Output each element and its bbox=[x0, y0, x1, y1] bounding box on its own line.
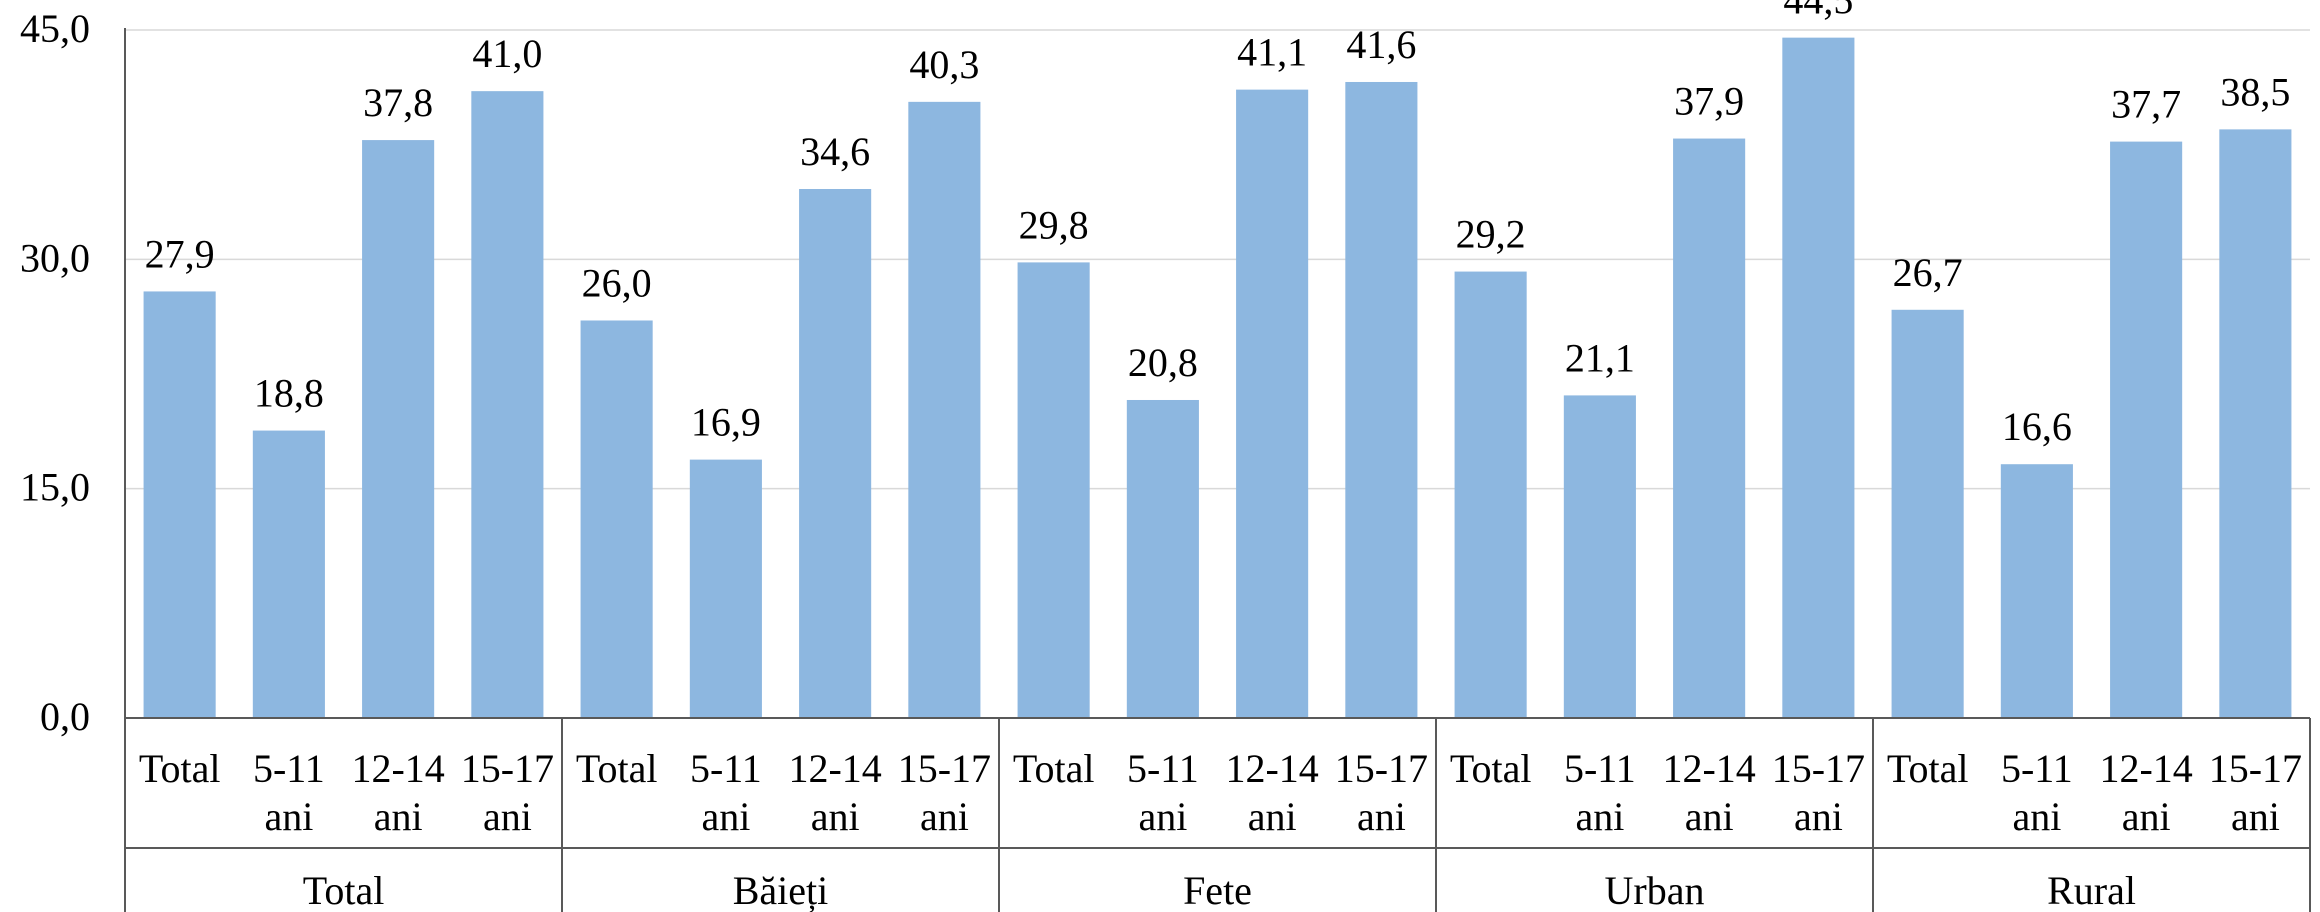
bar bbox=[1017, 262, 1090, 718]
data-label: 38,5 bbox=[2220, 69, 2290, 114]
bar bbox=[1891, 309, 1964, 718]
category-label-line2: ani bbox=[264, 794, 313, 839]
data-label: 26,0 bbox=[582, 260, 652, 305]
category-label: 15-17 bbox=[898, 746, 991, 791]
bar bbox=[1454, 271, 1527, 718]
labels: 0,015,030,045,027,9Total18,85-11ani37,81… bbox=[20, 0, 2302, 912]
category-label: Total bbox=[1013, 746, 1095, 791]
data-label: 21,1 bbox=[1565, 335, 1635, 380]
bar bbox=[2219, 129, 2292, 718]
bar bbox=[143, 291, 216, 718]
bar bbox=[580, 320, 653, 718]
y-tick-label: 0,0 bbox=[40, 694, 90, 739]
category-label: 15-17 bbox=[1772, 746, 1865, 791]
bar bbox=[252, 430, 325, 718]
category-label: 5-11 bbox=[2001, 746, 2073, 791]
category-label-line2: ani bbox=[1138, 794, 1187, 839]
data-label: 26,7 bbox=[1893, 250, 1963, 295]
data-label: 27,9 bbox=[145, 231, 215, 276]
bar bbox=[799, 189, 872, 718]
bar bbox=[1126, 399, 1199, 718]
bar bbox=[1563, 395, 1636, 718]
bar bbox=[2000, 464, 2073, 718]
category-label-line2: ani bbox=[2231, 794, 2280, 839]
data-label: 41,0 bbox=[472, 31, 542, 76]
bar bbox=[2110, 141, 2183, 718]
data-label: 16,6 bbox=[2002, 404, 2072, 449]
category-label-line2: ani bbox=[2122, 794, 2171, 839]
data-label: 29,2 bbox=[1456, 212, 1526, 257]
group-label: Fete bbox=[1183, 868, 1252, 912]
category-label: 12-14 bbox=[351, 746, 444, 791]
data-label: 16,9 bbox=[691, 400, 761, 445]
bar bbox=[1782, 37, 1855, 718]
category-label-line2: ani bbox=[920, 794, 969, 839]
bar bbox=[908, 101, 981, 718]
category-label: Total bbox=[1450, 746, 1532, 791]
y-tick-label: 45,0 bbox=[20, 6, 90, 51]
category-label-line2: ani bbox=[1248, 794, 1297, 839]
category-label: Total bbox=[576, 746, 658, 791]
bar bbox=[1345, 81, 1418, 718]
category-label: Total bbox=[139, 746, 221, 791]
category-label-line2: ani bbox=[701, 794, 750, 839]
category-label: 15-17 bbox=[1335, 746, 1428, 791]
category-label-line2: ani bbox=[374, 794, 423, 839]
data-label: 41,1 bbox=[1237, 30, 1307, 75]
category-label: 5-11 bbox=[690, 746, 762, 791]
category-label: 12-14 bbox=[1662, 746, 1755, 791]
data-label: 44,5 bbox=[1783, 0, 1853, 23]
category-label-line2: ani bbox=[1575, 794, 1624, 839]
category-label: Total bbox=[1887, 746, 1969, 791]
data-label: 20,8 bbox=[1128, 340, 1198, 385]
category-label-line2: ani bbox=[1357, 794, 1406, 839]
category-label: 12-14 bbox=[2099, 746, 2192, 791]
gridlines bbox=[125, 29, 2310, 490]
data-label: 34,6 bbox=[800, 129, 870, 174]
data-label: 18,8 bbox=[254, 371, 324, 416]
category-label-line2: ani bbox=[483, 794, 532, 839]
bar bbox=[471, 91, 544, 718]
group-label: Total bbox=[303, 868, 385, 912]
category-label-line2: ani bbox=[1794, 794, 1843, 839]
category-label: 5-11 bbox=[253, 746, 325, 791]
category-label: 12-14 bbox=[788, 746, 881, 791]
bars bbox=[143, 37, 2292, 719]
group-label: Urban bbox=[1605, 868, 1705, 912]
data-label: 40,3 bbox=[909, 42, 979, 87]
bar bbox=[362, 140, 435, 718]
axes bbox=[124, 28, 2311, 912]
bar bbox=[689, 459, 762, 718]
bar bbox=[1236, 89, 1309, 719]
data-label: 41,6 bbox=[1346, 22, 1416, 67]
category-label: 5-11 bbox=[1564, 746, 1636, 791]
category-label: 15-17 bbox=[461, 746, 554, 791]
data-label: 37,9 bbox=[1674, 79, 1744, 124]
bar bbox=[1673, 138, 1746, 718]
category-label-line2: ani bbox=[1685, 794, 1734, 839]
category-label: 12-14 bbox=[1225, 746, 1318, 791]
category-label-line2: ani bbox=[2012, 794, 2061, 839]
data-label: 29,8 bbox=[1019, 202, 1089, 247]
group-label: Rural bbox=[2047, 868, 2136, 912]
category-label: 15-17 bbox=[2209, 746, 2302, 791]
y-tick-label: 30,0 bbox=[20, 235, 90, 280]
data-label: 37,7 bbox=[2111, 82, 2181, 127]
group-label: Băieți bbox=[733, 868, 829, 912]
data-label: 37,8 bbox=[363, 80, 433, 125]
y-tick-label: 15,0 bbox=[20, 465, 90, 510]
category-label: 5-11 bbox=[1127, 746, 1199, 791]
category-label-line2: ani bbox=[811, 794, 860, 839]
